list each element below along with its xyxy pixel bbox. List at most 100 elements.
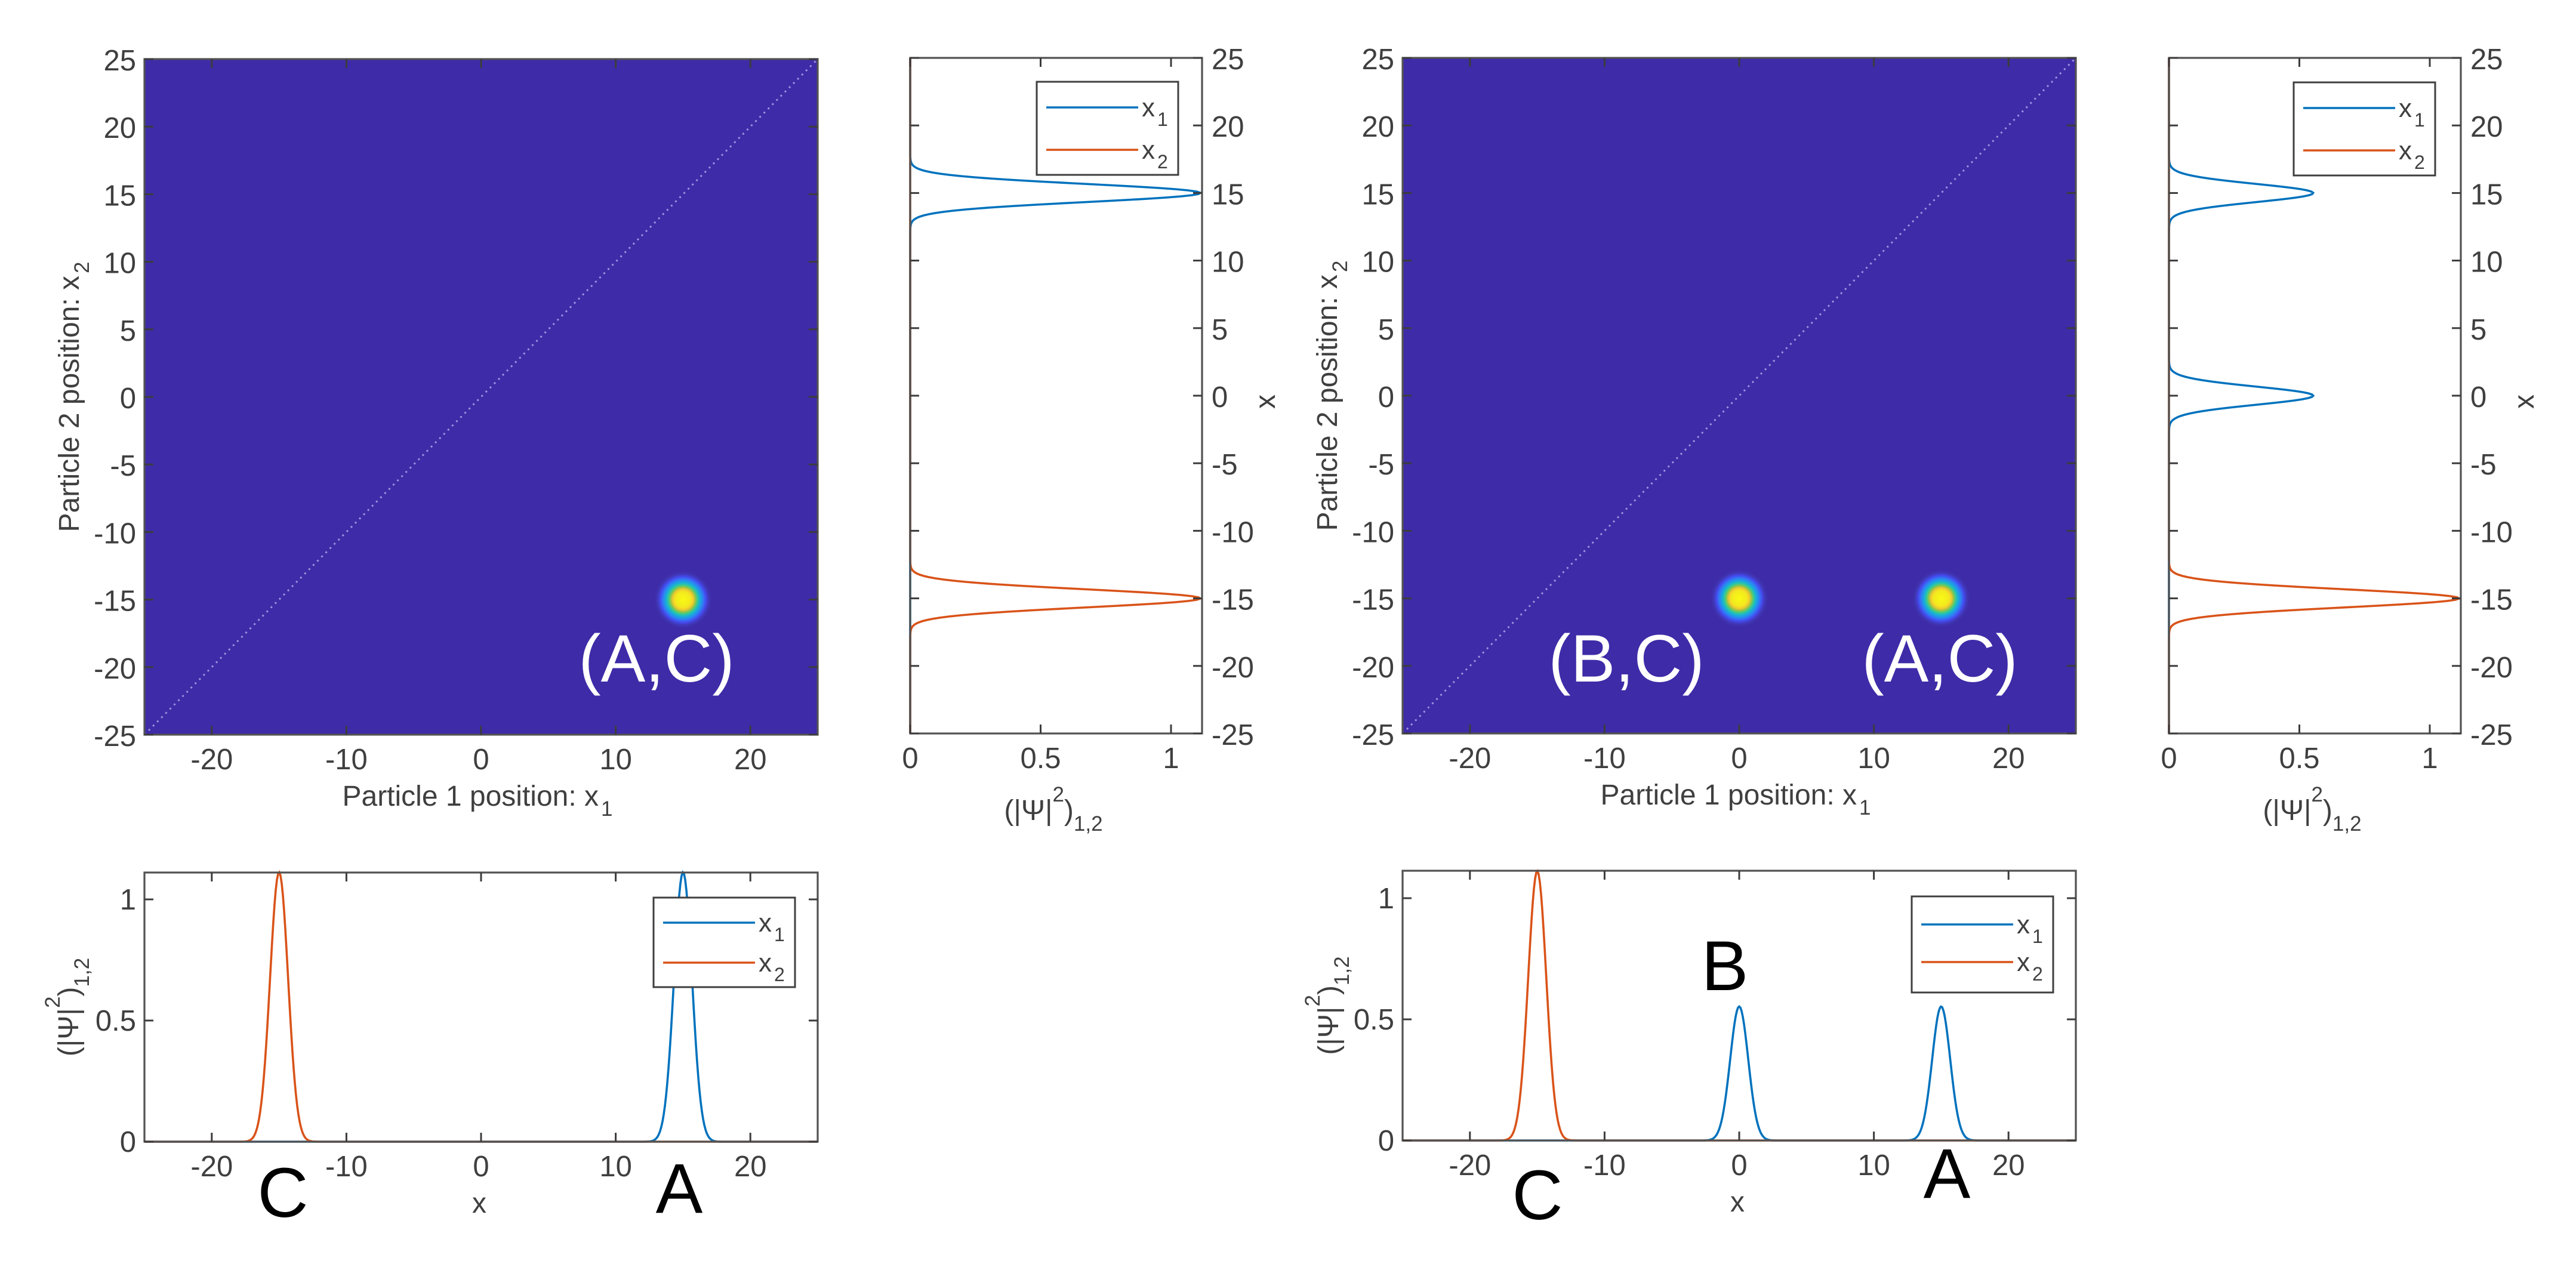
svg-text:0: 0 <box>1731 742 1747 775</box>
svg-text:-10: -10 <box>325 1151 368 1183</box>
svg-text:-20: -20 <box>190 744 233 776</box>
svg-text:1: 1 <box>2421 742 2438 775</box>
svg-text:25: 25 <box>103 45 136 77</box>
svg-text:-20: -20 <box>1212 652 1254 684</box>
svg-text:0.5: 0.5 <box>2279 742 2319 775</box>
svg-text:10: 10 <box>1361 246 1394 279</box>
svg-text:Particle 2 position: x2: Particle 2 position: x2 <box>54 261 94 532</box>
svg-text:-10: -10 <box>94 517 136 550</box>
svg-text:x2: x2 <box>759 948 785 985</box>
svg-text:25: 25 <box>1361 44 1394 76</box>
svg-text:-10: -10 <box>325 744 368 776</box>
svg-text:20: 20 <box>734 1151 767 1183</box>
svg-text:x1: x1 <box>2017 910 2043 947</box>
svg-text:0: 0 <box>120 383 136 415</box>
svg-text:-20: -20 <box>2470 652 2513 684</box>
svg-text:(|Ψ|2)1,2: (|Ψ|2)1,2 <box>41 958 94 1056</box>
svg-text:(|Ψ|2)1,2: (|Ψ|2)1,2 <box>1301 956 1354 1055</box>
svg-text:5: 5 <box>1212 314 1228 346</box>
svg-text:10: 10 <box>1857 742 1890 775</box>
svg-text:-15: -15 <box>1352 584 1394 616</box>
svg-text:-5: -5 <box>2470 449 2497 481</box>
svg-text:x: x <box>1250 394 1281 409</box>
svg-text:0: 0 <box>902 742 918 775</box>
svg-text:-15: -15 <box>1212 584 1254 616</box>
svg-text:0: 0 <box>2470 381 2486 414</box>
svg-text:5: 5 <box>2470 314 2486 346</box>
svg-text:10: 10 <box>103 248 136 280</box>
svg-text:25: 25 <box>1212 44 1244 76</box>
svg-text:20: 20 <box>103 112 136 144</box>
svg-text:20: 20 <box>1992 1149 2025 1182</box>
svg-text:20: 20 <box>1212 111 1244 143</box>
svg-text:-15: -15 <box>2470 584 2513 616</box>
svg-text:20: 20 <box>734 744 767 776</box>
svg-text:x1: x1 <box>1142 93 1168 130</box>
svg-text:0.5: 0.5 <box>95 1005 136 1037</box>
svg-text:(B,C): (B,C) <box>1548 621 1704 696</box>
svg-text:A: A <box>1924 1135 1971 1213</box>
svg-text:20: 20 <box>2470 111 2503 143</box>
svg-text:0: 0 <box>2161 742 2177 775</box>
svg-text:-25: -25 <box>1352 719 1394 751</box>
svg-text:15: 15 <box>2470 178 2503 211</box>
svg-text:-25: -25 <box>1212 719 1254 751</box>
svg-text:-10: -10 <box>1352 516 1394 548</box>
svg-text:0: 0 <box>1378 1125 1394 1157</box>
svg-text:0: 0 <box>1212 381 1228 414</box>
svg-text:-10: -10 <box>1212 516 1254 548</box>
svg-text:Particle 2 position: x2: Particle 2 position: x2 <box>1312 260 1352 531</box>
svg-text:-25: -25 <box>94 720 136 753</box>
svg-text:x1: x1 <box>759 908 785 945</box>
svg-text:-20: -20 <box>1449 742 1491 775</box>
svg-text:20: 20 <box>1992 742 2025 775</box>
svg-text:10: 10 <box>1212 246 1244 279</box>
svg-text:0: 0 <box>473 1151 489 1183</box>
svg-text:A: A <box>656 1149 703 1228</box>
svg-text:1: 1 <box>1378 883 1394 915</box>
svg-text:10: 10 <box>1857 1149 1890 1182</box>
svg-text:10: 10 <box>599 744 632 776</box>
svg-text:x1: x1 <box>2399 94 2425 131</box>
svg-text:0: 0 <box>473 744 489 776</box>
svg-text:10: 10 <box>2470 246 2503 279</box>
svg-text:10: 10 <box>599 1151 632 1183</box>
svg-text:0: 0 <box>1378 381 1394 414</box>
svg-text:(A,C): (A,C) <box>578 621 734 696</box>
svg-text:-10: -10 <box>2470 516 2513 548</box>
svg-text:x: x <box>1730 1186 1745 1218</box>
svg-text:(|Ψ|2)1,2: (|Ψ|2)1,2 <box>1004 783 1102 836</box>
svg-text:-5: -5 <box>1368 449 1394 481</box>
svg-text:15: 15 <box>1212 178 1244 211</box>
svg-text:Particle 1 position: x1: Particle 1 position: x1 <box>1600 779 1871 819</box>
svg-text:0.5: 0.5 <box>1020 742 1061 775</box>
svg-text:x: x <box>472 1188 486 1219</box>
svg-text:(A,C): (A,C) <box>1862 621 2017 696</box>
svg-text:0: 0 <box>1731 1149 1747 1182</box>
svg-text:-20: -20 <box>94 653 136 685</box>
svg-text:x: x <box>2509 394 2540 409</box>
svg-text:C: C <box>257 1154 308 1232</box>
svg-text:5: 5 <box>1378 314 1394 346</box>
svg-text:-20: -20 <box>1449 1149 1491 1182</box>
svg-text:B: B <box>1702 927 1749 1006</box>
svg-text:-5: -5 <box>110 450 136 482</box>
svg-text:-25: -25 <box>2470 719 2513 751</box>
svg-text:x2: x2 <box>1142 135 1168 172</box>
svg-text:25: 25 <box>2470 44 2503 76</box>
svg-text:0.5: 0.5 <box>1354 1004 1394 1036</box>
svg-text:-15: -15 <box>94 585 136 618</box>
svg-text:x2: x2 <box>2399 136 2425 173</box>
svg-text:1: 1 <box>1163 742 1179 775</box>
svg-text:x2: x2 <box>2017 948 2043 985</box>
svg-text:5: 5 <box>120 315 136 347</box>
svg-text:-5: -5 <box>1212 449 1238 481</box>
svg-text:0: 0 <box>120 1126 136 1158</box>
svg-text:-20: -20 <box>1352 652 1394 684</box>
svg-text:-20: -20 <box>190 1151 233 1183</box>
svg-text:20: 20 <box>1361 111 1394 143</box>
svg-text:1: 1 <box>120 884 136 916</box>
svg-text:Particle 1 position: x1: Particle 1 position: x1 <box>342 781 612 821</box>
svg-text:-10: -10 <box>1583 742 1626 775</box>
svg-text:(|Ψ|2)1,2: (|Ψ|2)1,2 <box>2263 783 2361 836</box>
